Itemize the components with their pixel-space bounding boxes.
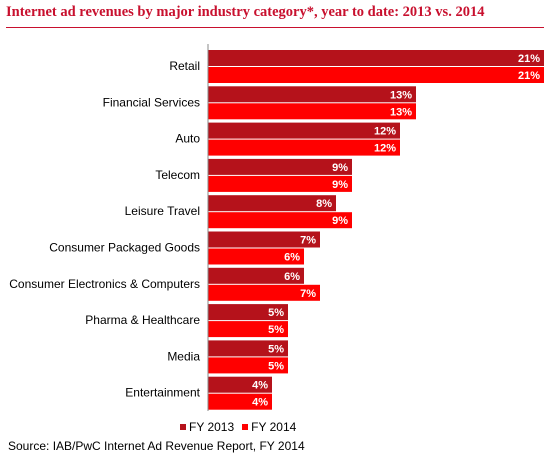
bar-fy2014-consumer-packaged-goods bbox=[208, 248, 304, 265]
value-label-fy2014-pharma-healthcare: 5% bbox=[268, 324, 284, 336]
value-label-fy2013-pharma-healthcare: 5% bbox=[268, 307, 284, 319]
value-label-fy2013-leisure-travel: 8% bbox=[316, 198, 332, 210]
bar-fy2014-financial-services bbox=[208, 103, 416, 120]
bar-fy2013-auto bbox=[208, 122, 400, 139]
category-label-auto: Auto bbox=[175, 132, 200, 146]
value-label-fy2014-media: 5% bbox=[268, 360, 284, 372]
chart-legend: FY 2013 FY 2014 bbox=[180, 420, 296, 434]
value-label-fy2013-consumer-electronics-computers: 6% bbox=[284, 271, 300, 283]
legend-swatch-fy2014 bbox=[242, 424, 249, 430]
value-label-fy2013-retail: 21% bbox=[518, 53, 540, 65]
bar-fy2013-retail bbox=[208, 50, 544, 66]
value-label-fy2013-consumer-packaged-goods: 7% bbox=[300, 235, 316, 247]
category-label-financial-services: Financial Services bbox=[103, 95, 200, 109]
bar-fy2013-financial-services bbox=[208, 86, 416, 103]
value-label-fy2014-auto: 12% bbox=[374, 143, 396, 155]
category-label-telecom: Telecom bbox=[155, 168, 200, 182]
value-label-fy2014-consumer-electronics-computers: 7% bbox=[300, 288, 316, 300]
bar-fy2013-pharma-healthcare bbox=[208, 304, 288, 321]
bar-fy2013-telecom bbox=[208, 158, 352, 175]
category-label-consumer-packaged-goods: Consumer Packaged Goods bbox=[49, 241, 200, 255]
category-label-retail: Retail bbox=[169, 59, 200, 73]
value-label-fy2014-telecom: 9% bbox=[332, 179, 348, 191]
bar-chart: Retail 21% 21% Financial Services 13% 13% Auto… bbox=[9, 44, 544, 411]
legend-item-fy2014: FY 2014 bbox=[242, 420, 296, 434]
value-label-fy2013-auto: 12% bbox=[374, 126, 396, 138]
bar-fy2014-media bbox=[208, 357, 288, 374]
chart-title: Internet ad revenues by major industry c… bbox=[6, 4, 485, 20]
legend-label-fy2013: FY 2013 bbox=[189, 420, 235, 434]
category-label-pharma-healthcare: Pharma & Healthcare bbox=[85, 313, 200, 327]
bar-fy2013-entertainment bbox=[208, 376, 272, 393]
bar-fy2013-media bbox=[208, 340, 288, 357]
value-label-fy2014-entertainment: 4% bbox=[252, 397, 268, 409]
bar-fy2014-pharma-healthcare bbox=[208, 321, 288, 338]
category-label-leisure-travel: Leisure Travel bbox=[125, 204, 200, 218]
value-label-fy2014-financial-services: 13% bbox=[390, 106, 412, 118]
value-label-fy2014-consumer-packaged-goods: 6% bbox=[284, 252, 300, 264]
category-label-consumer-electronics-computers: Consumer Electronics & Computers bbox=[9, 277, 200, 291]
bar-fy2014-retail bbox=[208, 67, 544, 83]
legend-item-fy2013: FY 2013 bbox=[180, 420, 234, 434]
bar-fy2013-consumer-electronics-computers bbox=[208, 267, 304, 284]
value-label-fy2013-telecom: 9% bbox=[332, 162, 348, 174]
source-note: Source: IAB/PwC Internet Ad Revenue Repo… bbox=[8, 439, 305, 453]
value-label-fy2014-leisure-travel: 9% bbox=[332, 215, 348, 227]
title-divider bbox=[6, 27, 544, 28]
value-label-fy2013-entertainment: 4% bbox=[252, 380, 268, 392]
bar-fy2013-consumer-packaged-goods bbox=[208, 231, 320, 248]
bar-fy2013-leisure-travel bbox=[208, 195, 336, 212]
bar-fy2014-entertainment bbox=[208, 393, 272, 410]
bar-fy2014-telecom bbox=[208, 175, 352, 192]
category-label-media: Media bbox=[167, 349, 200, 363]
bar-fy2014-leisure-travel bbox=[208, 212, 352, 229]
legend-label-fy2014: FY 2014 bbox=[251, 420, 297, 434]
value-label-fy2013-financial-services: 13% bbox=[390, 89, 412, 101]
bar-fy2014-consumer-electronics-computers bbox=[208, 284, 320, 301]
value-label-fy2013-media: 5% bbox=[268, 343, 284, 355]
bar-fy2014-auto bbox=[208, 139, 400, 156]
legend-swatch-fy2013 bbox=[180, 424, 186, 430]
category-label-entertainment: Entertainment bbox=[125, 386, 200, 400]
value-label-fy2014-retail: 21% bbox=[518, 70, 540, 82]
